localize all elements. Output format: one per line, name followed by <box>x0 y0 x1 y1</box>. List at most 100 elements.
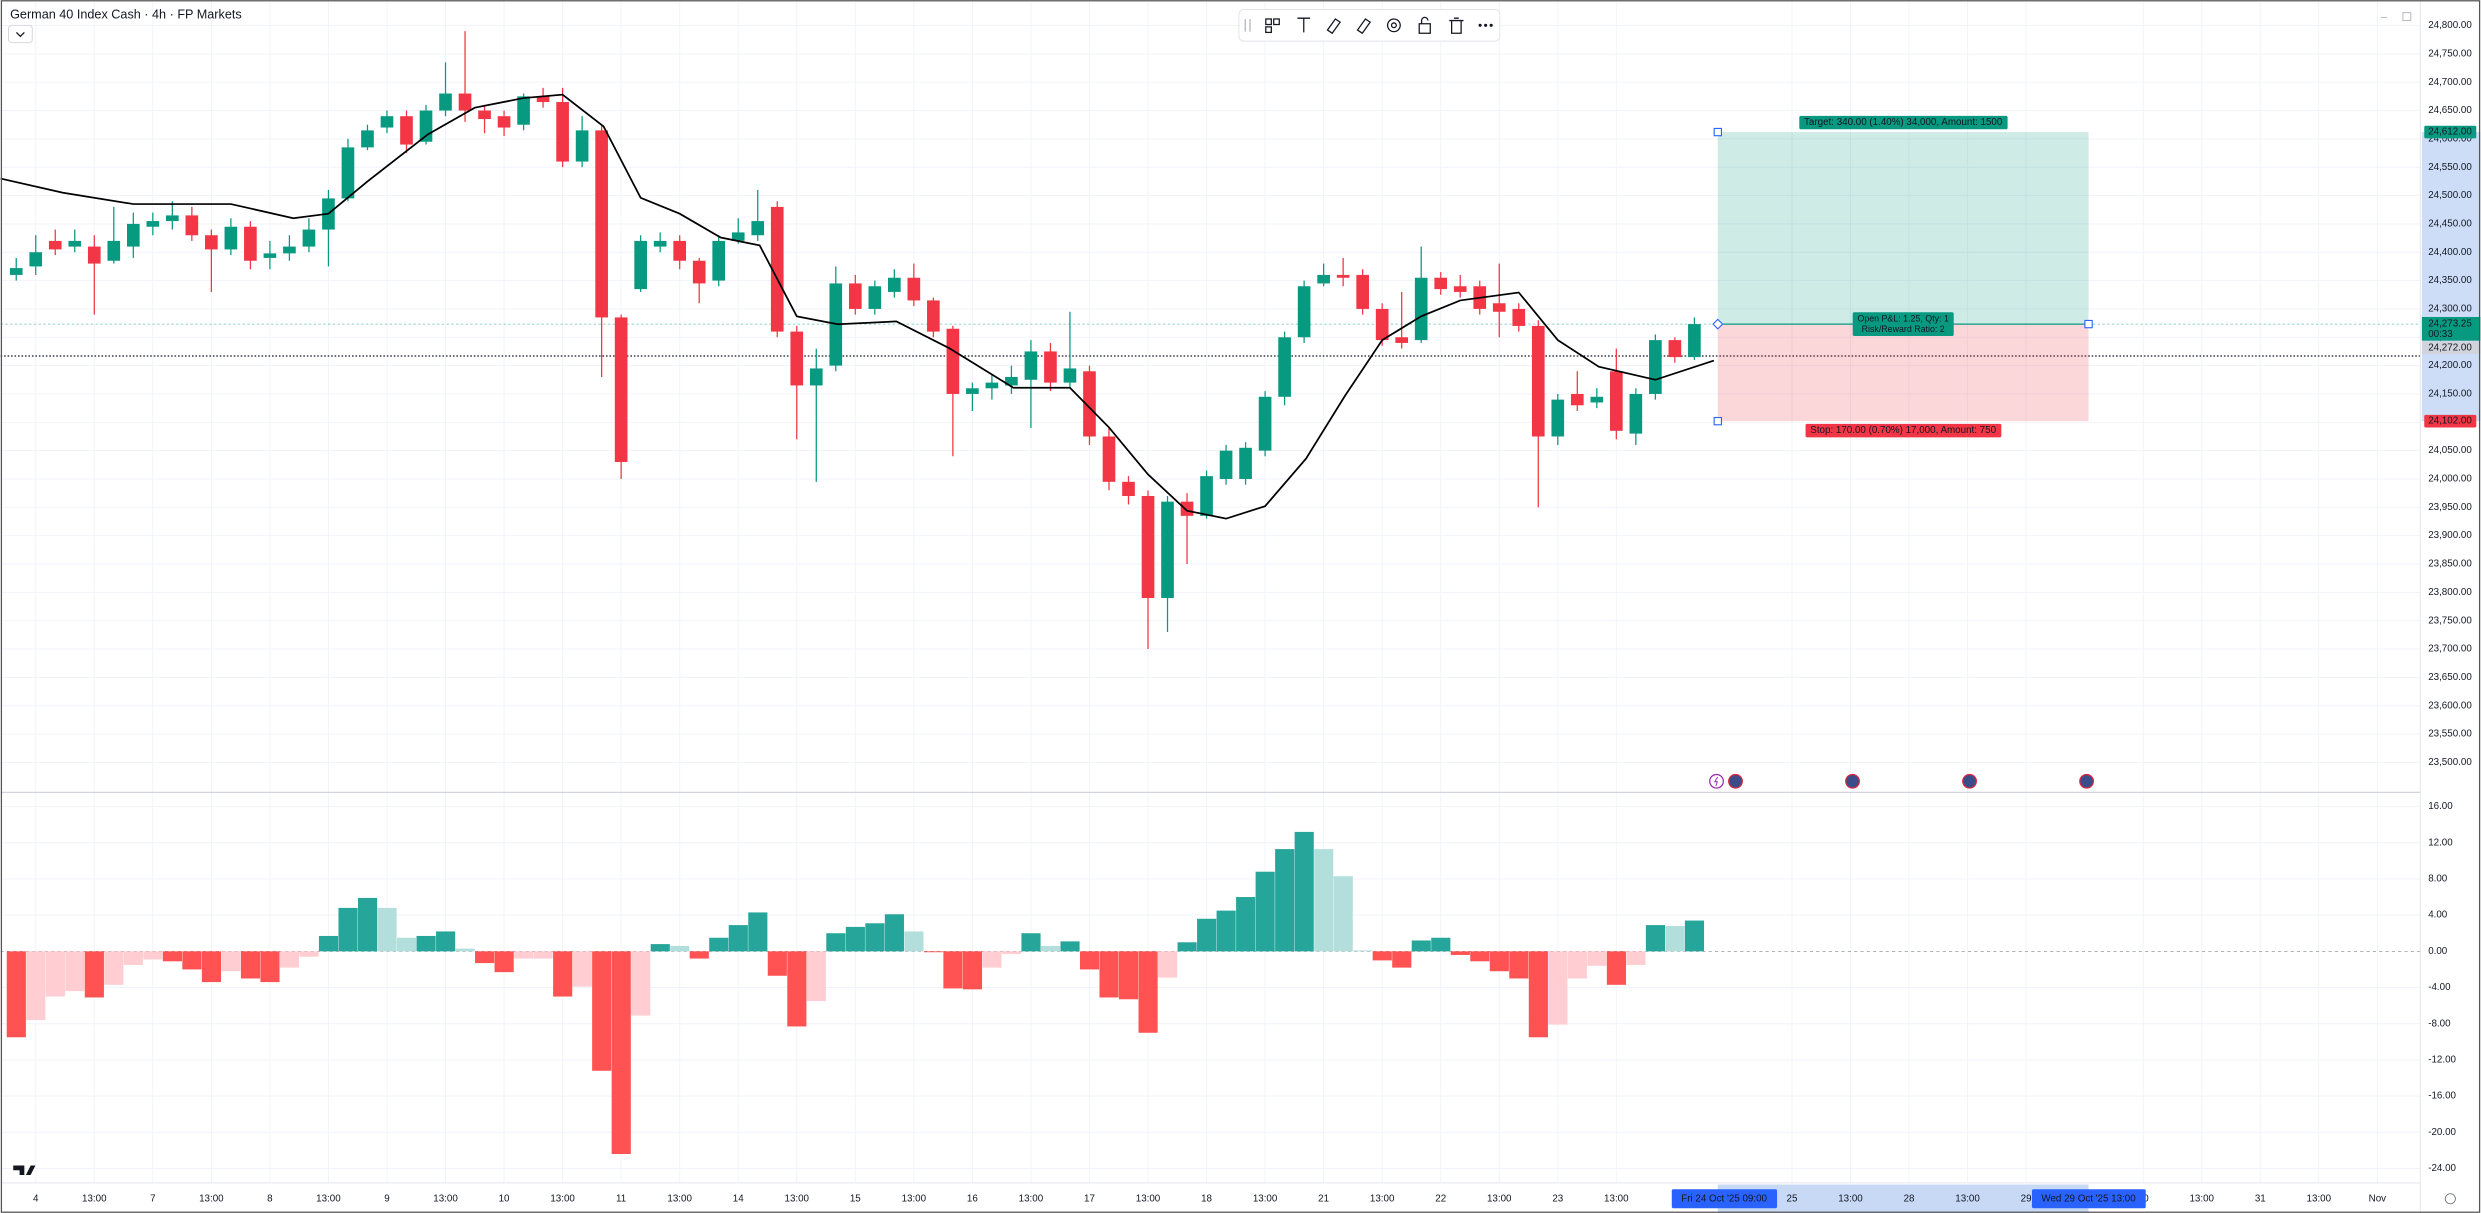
economic-event[interactable] <box>1845 773 1860 789</box>
candle-body <box>1044 351 1057 383</box>
candle-body <box>673 240 687 261</box>
histogram-bar <box>1314 849 1334 952</box>
candle-body <box>1570 393 1584 406</box>
handle[interactable] <box>2084 319 2093 329</box>
handle[interactable] <box>1713 416 1722 426</box>
histogram-bar <box>1333 876 1353 952</box>
line-color-icon[interactable] <box>1356 18 1372 35</box>
countdown-label: 00:33 <box>2428 329 2453 340</box>
candle-body <box>1161 501 1174 599</box>
window-controls[interactable] <box>2380 12 2412 22</box>
histogram-bar <box>1606 951 1626 985</box>
x-tick-label: 10 <box>499 1193 510 1204</box>
x-tick-label: 13:00 <box>1487 1193 1512 1204</box>
x-tick-label: 8 <box>267 1193 273 1204</box>
histogram-bar <box>670 945 690 952</box>
histogram-bar <box>787 951 807 1027</box>
histogram-bar <box>45 951 65 997</box>
histogram-bar <box>318 935 339 952</box>
more-icon[interactable] <box>1478 23 1493 27</box>
x-tick-label: Nov <box>2369 1193 2387 1204</box>
delete-icon[interactable] <box>1449 17 1464 34</box>
histogram-bar <box>260 951 280 983</box>
histogram-bar <box>475 951 495 964</box>
close-price-label-bg <box>2421 341 2481 355</box>
candle-body <box>107 240 121 261</box>
histogram-bar <box>162 951 182 962</box>
histogram-bar <box>279 951 300 968</box>
text-icon[interactable] <box>1297 17 1311 33</box>
y-tick-label: 24,550.00 <box>2428 162 2472 173</box>
events <box>1709 773 2095 789</box>
histogram-bar <box>1060 941 1080 952</box>
y-tick-label: 23,500.00 <box>2428 757 2472 768</box>
candle-body <box>1512 308 1526 326</box>
candle-body <box>244 226 257 261</box>
histogram-bar <box>533 951 553 959</box>
economic-event[interactable] <box>1728 773 1743 789</box>
candle-body <box>1180 501 1194 516</box>
histogram-bar <box>1197 918 1217 952</box>
candle-body <box>497 116 511 128</box>
drag-handle[interactable] <box>1244 18 1251 32</box>
x-tick-label: 13:00 <box>784 1193 809 1204</box>
histogram-bar <box>1216 910 1236 952</box>
candle-body <box>1531 325 1545 437</box>
candle-body <box>848 283 862 309</box>
candle-body <box>868 286 882 309</box>
x-tick-label: 13:00 <box>1253 1193 1278 1204</box>
x-tick-label: 18 <box>1201 1193 1212 1204</box>
histogram-bar <box>182 951 202 970</box>
candle-body <box>1005 376 1018 386</box>
economic-event[interactable] <box>2079 773 2095 789</box>
color-icon[interactable] <box>1326 18 1342 35</box>
candle-body <box>361 130 374 148</box>
histogram-bar <box>1450 951 1470 955</box>
y-tick-label: 24,600.00 <box>2428 133 2472 144</box>
histogram-bar <box>299 951 319 957</box>
histogram-bar <box>1431 937 1451 952</box>
handle[interactable] <box>1713 127 1722 137</box>
candle-body <box>751 221 765 236</box>
candle-body <box>29 252 43 267</box>
candle-body <box>48 240 62 250</box>
candle-body <box>1668 340 1682 358</box>
histogram-bar <box>962 951 983 990</box>
lock-icon[interactable] <box>1418 16 1431 34</box>
y-tick-label: 23,750.00 <box>2428 615 2472 626</box>
histogram-bar <box>884 914 904 952</box>
stop-label: Stop: 170.00 (0.70%) 17,000, Amount: 750 <box>1810 425 1996 436</box>
histogram-bar <box>1099 951 1119 998</box>
axis-settings[interactable] <box>2444 1193 2456 1205</box>
histogram-bar <box>1353 950 1373 952</box>
candle-body <box>1414 277 1428 341</box>
time-range-end-label: Wed 29 Oct '25 13:00 <box>2041 1193 2136 1204</box>
position-tool[interactable]: Target: 340.00 (1.40%) 34,000, Amount: 1… <box>1712 115 2093 438</box>
economic-event[interactable] <box>1962 773 1977 789</box>
y-tick-label: 4.00 <box>2428 910 2448 921</box>
histogram-bar <box>338 907 358 952</box>
collapse-button[interactable] <box>8 24 33 44</box>
histogram-bar <box>1177 942 1197 952</box>
histogram-bar <box>748 912 768 952</box>
y-tick-label: -4.00 <box>2428 982 2451 993</box>
stop-zone <box>1717 324 2089 422</box>
histogram-bar <box>1255 871 1275 952</box>
candle-body <box>712 240 726 281</box>
histogram-bar <box>1158 951 1178 978</box>
moving-average <box>0 93 1715 520</box>
x-tick-label: 13:00 <box>2307 1193 2332 1204</box>
candle-body <box>1395 337 1409 343</box>
histogram-bar <box>709 937 729 952</box>
candle-body <box>731 232 745 241</box>
x-tick-label: 13:00 <box>667 1193 692 1204</box>
entry-handle[interactable] <box>1712 318 1724 330</box>
y-tick-label: -8.00 <box>2428 1018 2451 1029</box>
candle-body <box>1278 337 1291 397</box>
templates-icon[interactable] <box>1265 18 1280 34</box>
x-tick-label: 13:00 <box>1136 1193 1161 1204</box>
settings-icon[interactable] <box>1386 18 1401 33</box>
